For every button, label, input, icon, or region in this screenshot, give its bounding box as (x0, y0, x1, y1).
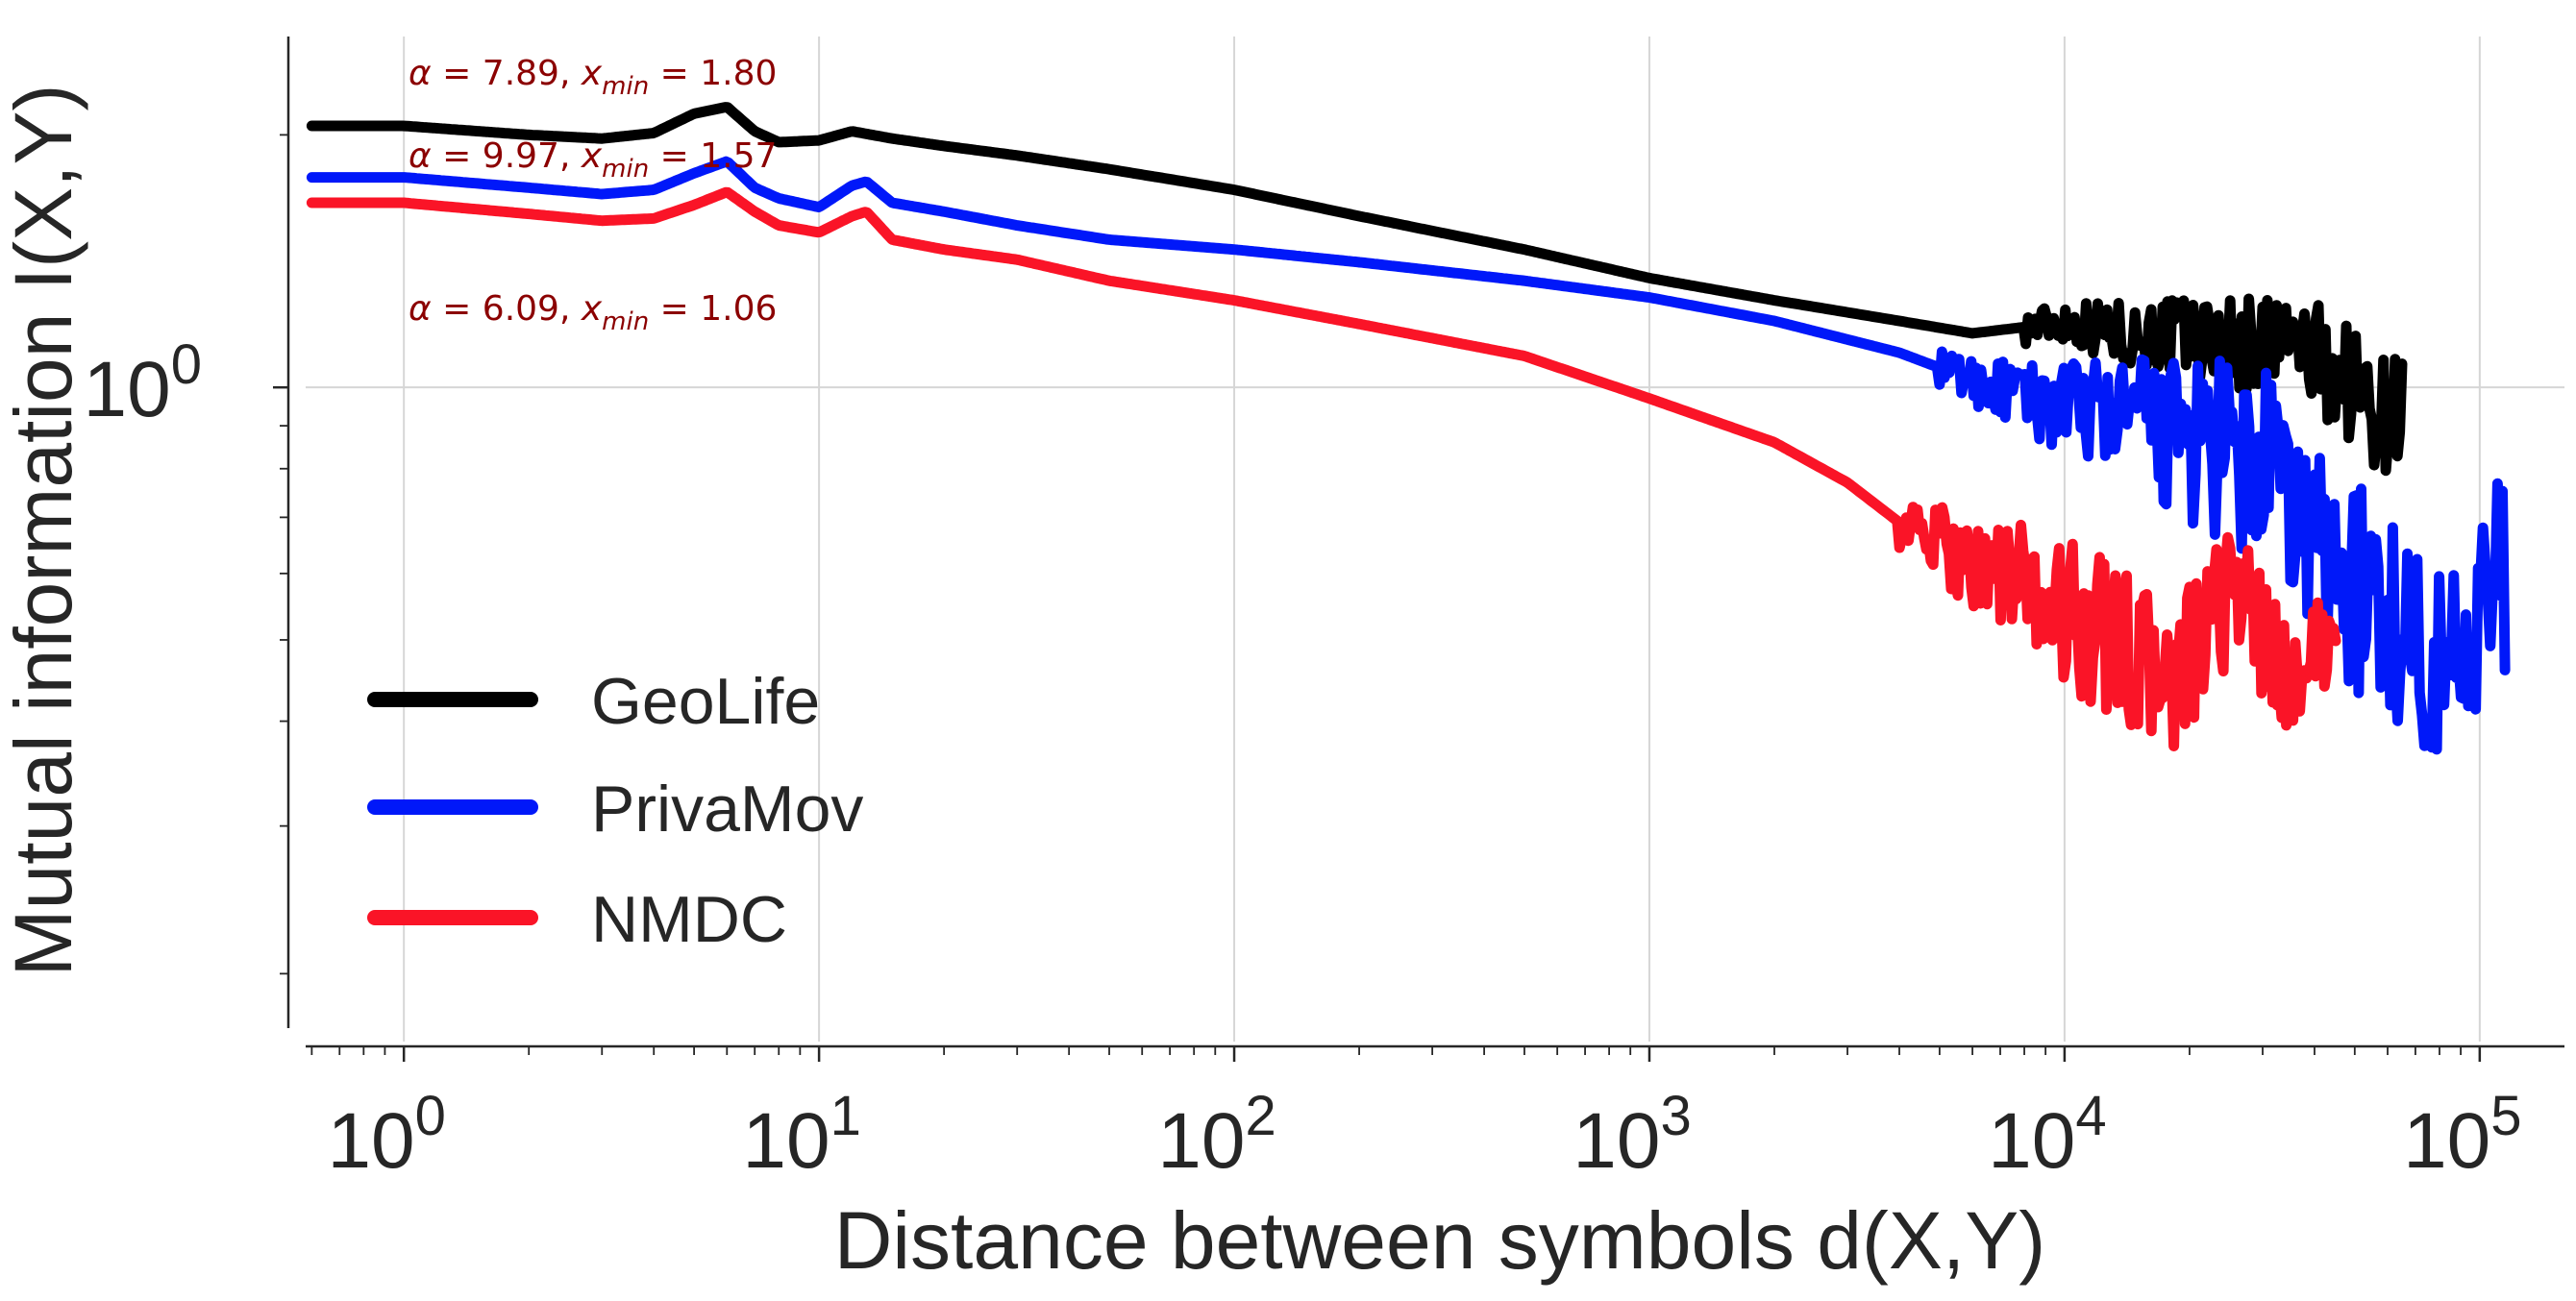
y-axis-label: Mutual information I(X,Y) (0, 84, 88, 976)
axes: 100 101 102 103 104 105 100 (84, 37, 2564, 1185)
annotation-text: α = 6.09, xmin = 1.06 (409, 289, 777, 336)
annotation-1: α = 7.89, xmin = 1.80 (409, 54, 777, 101)
x-tick-label: 102 (1157, 1085, 1276, 1185)
x-tick-label: 101 (742, 1085, 860, 1185)
legend-label: NMDC (591, 883, 787, 956)
series-group (306, 102, 2511, 755)
legend-label: GeoLife (591, 665, 820, 738)
annotations: α = 7.89, xmin = 1.80 α = 9.97, xmin = 1.… (409, 54, 777, 336)
annotation-2: α = 9.97, xmin = 1.57 (409, 136, 777, 184)
x-tick-label: 105 (2403, 1085, 2521, 1185)
legend-item-nmdc: NMDC (367, 883, 787, 956)
x-tick-label: 104 (1988, 1085, 2106, 1185)
y-tick-label: 100 (84, 333, 202, 433)
legend-label: PrivaMov (591, 773, 863, 846)
annotation-text: α = 9.97, xmin = 1.57 (409, 136, 777, 184)
legend-item-geolife: GeoLife (367, 665, 820, 738)
series-line-nmdc (306, 186, 2341, 751)
x-tick-label: 100 (327, 1085, 445, 1185)
x-axis-label: Distance between symbols d(X,Y) (834, 1195, 2046, 1286)
series-line-geolife (306, 102, 2408, 477)
series-line-privamov (306, 156, 2511, 755)
x-tick-label: 103 (1573, 1085, 1691, 1185)
annotation-3: α = 6.09, xmin = 1.06 (409, 289, 777, 336)
legend: GeoLife PrivaMov NMDC (367, 665, 863, 956)
annotation-text: α = 7.89, xmin = 1.80 (409, 54, 777, 101)
legend-item-privamov: PrivaMov (367, 773, 863, 846)
